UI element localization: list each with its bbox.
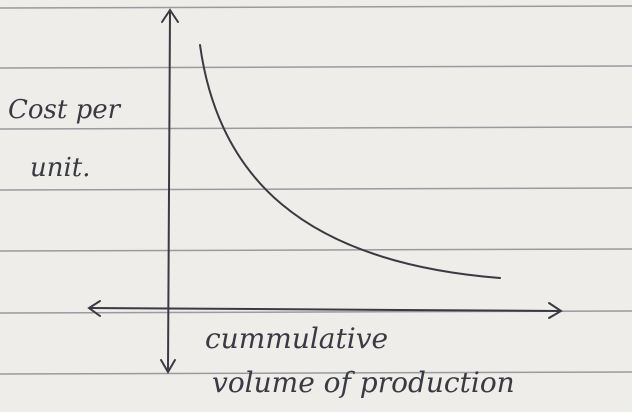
x-label-line: cummulative bbox=[205, 322, 388, 355]
y-label-line: Cost per bbox=[8, 95, 122, 125]
y-label-line: unit. bbox=[30, 153, 91, 183]
x-label-line: volume of production bbox=[212, 366, 515, 399]
sketch: Cost per unit. cummulative volume of pro… bbox=[0, 0, 632, 412]
page: Cost per unit. cummulative volume of pro… bbox=[0, 0, 632, 412]
